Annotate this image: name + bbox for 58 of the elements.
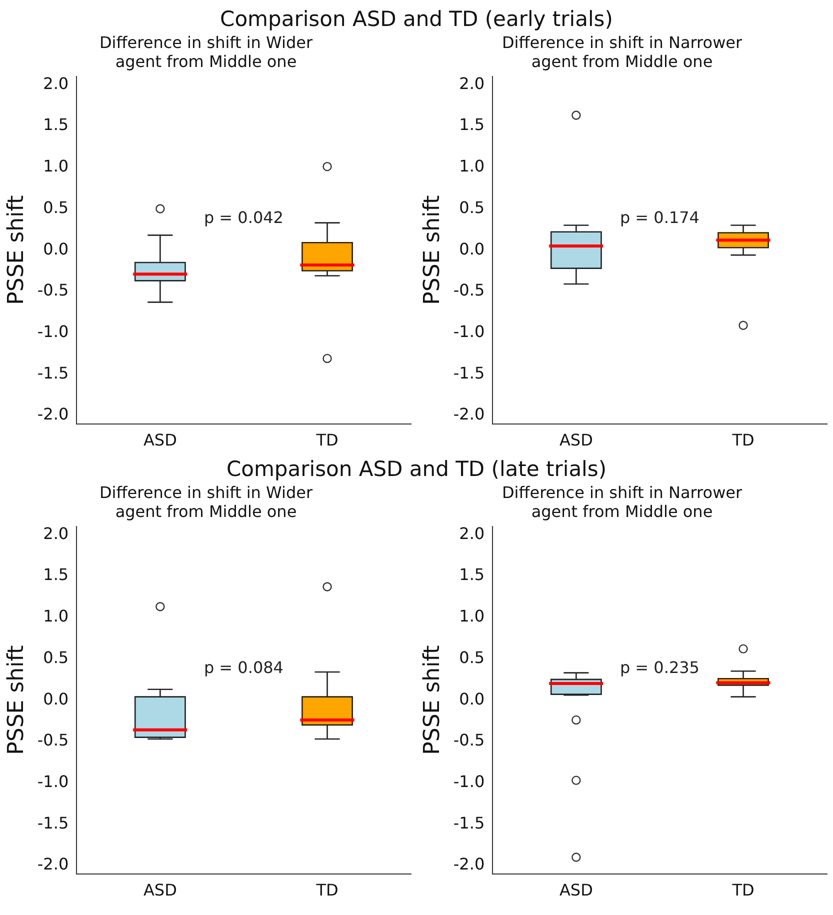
annotation: p = 0.235: [620, 658, 700, 677]
x-tick-label: TD: [315, 880, 338, 900]
y-tick-label: 1.5: [459, 115, 485, 134]
y-tick-label: -0.5: [37, 730, 69, 750]
y-tick-label: 1.5: [43, 115, 69, 134]
y-tick-label: -1.0: [453, 772, 485, 791]
y-tick-label: -1.0: [453, 322, 485, 341]
x-tick-label: ASD: [559, 430, 593, 450]
y-tick-label: -2.0: [37, 404, 69, 424]
y-tick-label: 0.5: [43, 648, 69, 667]
annotation: p = 0.084: [204, 658, 284, 677]
y-tick-label: -0.5: [453, 280, 485, 300]
y-tick-label: -1.5: [37, 363, 69, 382]
y-tick-label: -1.0: [37, 772, 69, 791]
y-tick-label: 0.0: [459, 239, 485, 258]
y-tick-label: -0.5: [453, 730, 485, 750]
y-tick-label: -0.5: [37, 280, 69, 300]
y-axis-title: PSSE shift: [4, 644, 29, 755]
x-tick-label: TD: [731, 430, 754, 450]
chart-title: Difference in shift in Narrower agent from Middle one: [502, 482, 742, 521]
y-axis-title: PSSE shift: [420, 194, 445, 305]
y-tick-label: 2.0: [459, 524, 485, 543]
chart-title: Difference in shift in Wider agent from Middle one: [99, 32, 313, 71]
text: Comparison ASD and TD (early trials): [220, 7, 613, 31]
y-tick-label: -2.0: [453, 854, 485, 874]
y-tick-label: -2.0: [453, 404, 485, 424]
y-tick-label: -1.5: [453, 813, 485, 832]
y-tick-label: 0.0: [43, 689, 69, 708]
y-tick-label: 0.5: [459, 198, 485, 217]
y-tick-label: 0.5: [43, 198, 69, 217]
y-axis-title: PSSE shift: [420, 644, 445, 755]
y-tick-label: 2.0: [459, 74, 485, 93]
x-tick-label: TD: [315, 430, 338, 450]
y-tick-label: 0.0: [459, 689, 485, 708]
y-tick-label: 1.0: [43, 606, 69, 626]
y-tick-label: 1.0: [43, 156, 69, 176]
y-tick-label: 1.5: [43, 565, 69, 584]
y-tick-label: -2.0: [37, 854, 69, 874]
y-tick-label: 0.0: [43, 239, 69, 258]
annotation: p = 0.174: [620, 208, 700, 227]
x-tick-label: ASD: [143, 430, 177, 450]
text: Comparison ASD and TD (late trials): [226, 457, 607, 481]
y-tick-label: 1.5: [459, 565, 485, 584]
y-tick-label: 2.0: [43, 524, 69, 543]
y-axis-title: PSSE shift: [4, 194, 29, 305]
y-tick-label: -1.5: [37, 813, 69, 832]
x-tick-label: ASD: [143, 880, 177, 900]
y-tick-label: 1.0: [459, 156, 485, 176]
y-tick-label: 2.0: [43, 74, 69, 93]
x-tick-label: TD: [731, 880, 754, 900]
y-tick-label: 0.5: [459, 648, 485, 667]
y-tick-label: 1.0: [459, 606, 485, 626]
y-tick-label: -1.0: [37, 322, 69, 341]
annotation: p = 0.042: [204, 208, 284, 227]
chart-title: Difference in shift in Narrower agent from Middle one: [502, 32, 742, 71]
y-tick-label: -1.5: [453, 363, 485, 382]
chart-title: Difference in shift in Wider agent from Middle one: [99, 482, 313, 521]
x-tick-label: ASD: [559, 880, 593, 900]
